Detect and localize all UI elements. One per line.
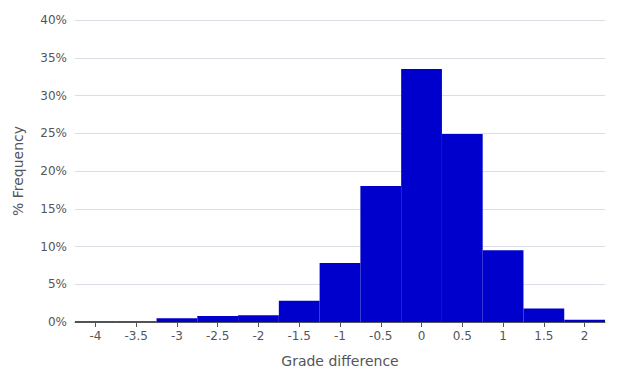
svg-text:Grade difference: Grade difference — [281, 353, 398, 369]
svg-text:-0.5: -0.5 — [369, 329, 392, 343]
svg-text:35%: 35% — [40, 51, 67, 65]
svg-text:-1.5: -1.5 — [288, 329, 311, 343]
svg-text:0.5: 0.5 — [453, 329, 472, 343]
svg-text:0: 0 — [418, 329, 426, 343]
svg-text:0%: 0% — [48, 315, 67, 329]
svg-text:% Frequency: % Frequency — [10, 126, 26, 216]
svg-text:-2: -2 — [252, 329, 264, 343]
svg-text:-3: -3 — [171, 329, 183, 343]
svg-text:-1: -1 — [334, 329, 346, 343]
svg-text:-3.5: -3.5 — [124, 329, 147, 343]
svg-text:1: 1 — [499, 329, 507, 343]
svg-text:2: 2 — [581, 329, 589, 343]
svg-text:5%: 5% — [48, 277, 67, 291]
svg-text:1.5: 1.5 — [534, 329, 553, 343]
svg-text:20%: 20% — [40, 164, 67, 178]
svg-text:15%: 15% — [40, 202, 67, 216]
svg-text:40%: 40% — [40, 13, 67, 27]
svg-text:-4: -4 — [89, 329, 101, 343]
svg-text:10%: 10% — [40, 240, 67, 254]
svg-text:30%: 30% — [40, 89, 67, 103]
svg-text:-2.5: -2.5 — [206, 329, 229, 343]
svg-text:25%: 25% — [40, 126, 67, 140]
